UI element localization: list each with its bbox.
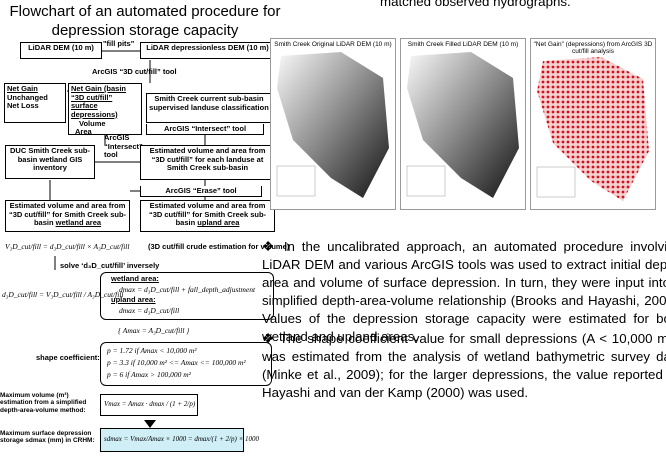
- intersect-tool-mid: ArcGIS “Intersect” tool: [104, 134, 140, 160]
- depressionless-dem-box: LiDAR depressionless DEM (10 m): [140, 42, 275, 59]
- shape-rule: p = 3.3 if 10,000 m² <= Amax <= 100,000 …: [107, 358, 246, 367]
- landuse-estimate-box: Estimated volume and area from “3D cut/f…: [140, 145, 275, 180]
- volume-equation: V₃D_cut/fill = d₃D_cut/fill × A₃D_cut/fi…: [5, 242, 129, 251]
- wetland-equation: dmax = d₃D_cut/fill + fall_depth_adjustm…: [119, 285, 255, 294]
- map-image: [531, 55, 655, 205]
- cutfill-tool-label: ArcGIS “3D cut/fill” tool: [92, 68, 177, 77]
- map-panel: Smith Creek Original LiDAR DEM (10 m): [270, 38, 396, 210]
- max-storage-label: Maximum surface depression storage sdmax…: [0, 430, 96, 445]
- max-volume-equation: Vmax = Amax · dmax / (1 + 2/p): [104, 400, 195, 408]
- slide: Flowchart of an automated procedure for …: [0, 0, 666, 457]
- upland-label: upland area:: [111, 296, 156, 305]
- wetland-box: Estimated volume and area from “3D cut/f…: [5, 200, 130, 232]
- max-storage-box: sdmax = Vmax/Amax × 1000 = dmax/(1 + 2/p…: [100, 428, 244, 452]
- intersect-tool-right: ArcGIS “Intersect” tool: [146, 124, 264, 135]
- map-title: Smith Creek Filled LiDAR DEM (10 m): [401, 39, 525, 48]
- box-emph: wetland area: [56, 218, 101, 227]
- solve-label: solve ‘d₃D_cut/fill’ inversely: [60, 262, 159, 271]
- map-image: [401, 48, 525, 206]
- wetland-label: wetland area:: [111, 275, 159, 284]
- erase-tool-label: ArcGIS “Erase” tool: [140, 186, 262, 197]
- map-title: Smith Creek Original LiDAR DEM (10 m): [271, 39, 395, 48]
- fill-pits-label: "fill pits": [103, 40, 134, 49]
- map-panel: Smith Creek Filled LiDAR DEM (10 m): [400, 38, 526, 210]
- shape-rule: p = 6 if Amax > 100,000 m²: [107, 370, 191, 379]
- lidar-dem-box: LiDAR DEM (10 m): [20, 42, 102, 59]
- class-item: Net Loss: [7, 102, 63, 111]
- net-gain-title: Net Gain (basin “3D cut/fill” surface de…: [71, 85, 139, 120]
- duc-box: DUC Smith Creek sub-basin wetland GIS in…: [5, 145, 95, 179]
- shape-box: p = 1.72 if Amax < 10,000 m² p = 3.3 if …: [100, 342, 272, 386]
- box-emph: upland area: [197, 218, 239, 227]
- max-volume-label: Maximum volume (m³) estimation from a si…: [0, 392, 96, 414]
- upland-equation: dmax = d₃D_cut/fill: [119, 306, 179, 315]
- max-volume-box: Vmax = Amax · dmax / (1 + 2/p): [100, 394, 198, 416]
- area-equation: { Amax = A₃D_cut/fill }: [118, 326, 189, 335]
- classes-box: Net Gain Unchanged Net Loss: [4, 83, 66, 123]
- landuse-box: Smith Creek current sub-basin supervised…: [146, 93, 272, 123]
- shape-rule: p = 1.72 if Amax < 10,000 m²: [107, 346, 197, 355]
- net-gain-box: Net Gain (basin “3D cut/fill” surface de…: [68, 83, 142, 135]
- upland-box: Estimated volume and area from “3D cut/f…: [140, 200, 275, 232]
- map-image: [271, 48, 395, 206]
- top-text: matched observed hydrographs.: [380, 0, 571, 9]
- paragraph: ❖ The shape coefficient value for small …: [262, 330, 666, 402]
- map-panel: "Net Gain" (depressions) from ArcGIS 3D …: [530, 38, 656, 210]
- depth-brace-box: wetland area: dmax = d₃D_cut/fill + fall…: [100, 272, 274, 320]
- map-title: "Net Gain" (depressions) from ArcGIS 3D …: [531, 39, 655, 55]
- shape-label: shape coefficient:: [36, 354, 100, 363]
- max-storage-equation: sdmax = Vmax/Amax × 1000 = dmax/(1 + 2/p…: [104, 435, 259, 443]
